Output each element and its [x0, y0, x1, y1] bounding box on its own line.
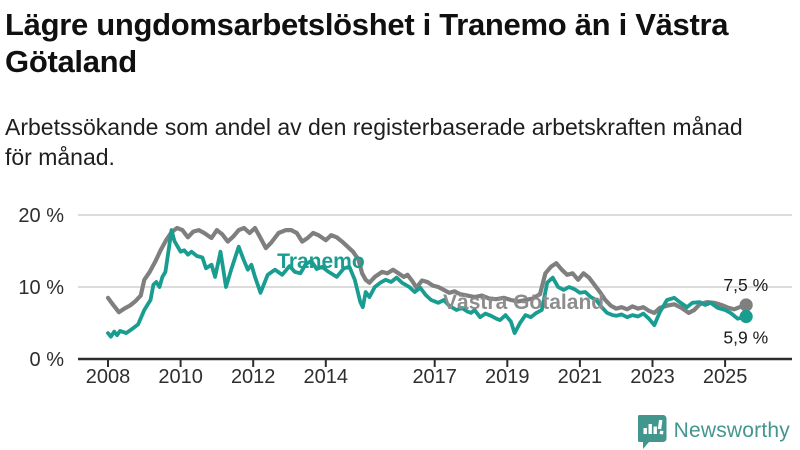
x-tick-label: 2014: [304, 366, 349, 388]
newsworthy-logo: Newsworthy: [637, 412, 790, 450]
end-value-label-vastra-gotaland: 7,5 %: [723, 275, 768, 295]
unemployment-line-chart: 0 % 10 % 20 % 2008 2010 2012 2014 2017 2019 2021 2…: [0, 195, 800, 410]
x-tick-label: 2012: [231, 366, 276, 388]
page-title: Lägre ungdomsarbetslöshet i Tranemo än i…: [5, 7, 729, 79]
chart-canvas: 0 % 10 % 20 % 2008 2010 2012 2014 2017 2019 2021 2…: [18, 205, 792, 388]
series-line-tranemo: [106, 228, 749, 339]
x-tick-label: 2010: [158, 366, 203, 388]
end-dot-vastra-gotaland: [739, 298, 753, 312]
x-tick-label: 2019: [485, 366, 530, 388]
chart-subtitle: Arbetssökande som andel av den registerb…: [5, 114, 743, 170]
y-tick-label: 20 %: [18, 205, 64, 227]
x-tick-label: 2008: [86, 366, 131, 388]
newsworthy-wordmark: Newsworthy: [673, 419, 790, 442]
series-line-vastra-gotaland: [105, 225, 749, 316]
end-value-label-tranemo: 5,9 %: [723, 328, 768, 348]
x-tick-label: 2021: [558, 366, 603, 388]
bar-chart-speech-bubble-icon: [637, 415, 667, 449]
end-dot-tranemo: [739, 309, 753, 324]
y-tick-label: 0 %: [30, 349, 65, 371]
x-tick-label: 2017: [412, 366, 457, 388]
series-label-vastra-gotaland: Västra Götaland: [443, 291, 604, 314]
series-label-tranemo: Tranemo: [277, 250, 365, 273]
x-tick-label: 2023: [630, 366, 675, 388]
x-tick-label: 2025: [703, 366, 748, 388]
y-tick-label: 10 %: [18, 277, 64, 299]
